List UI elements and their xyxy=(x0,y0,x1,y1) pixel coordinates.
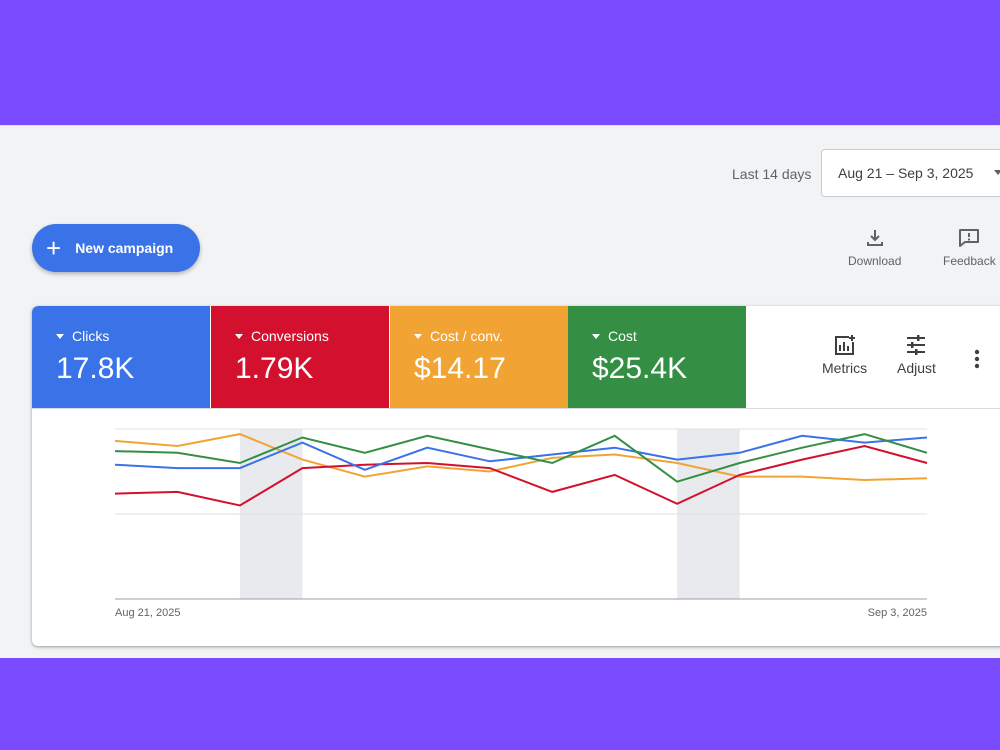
feedback-label: Feedback xyxy=(943,254,996,268)
dropdown-arrow-icon xyxy=(56,333,64,339)
series-line-conversions xyxy=(114,444,928,507)
tune-icon xyxy=(907,335,926,355)
date-range-picker[interactable]: Aug 21 – Sep 3, 2025 xyxy=(821,149,1000,197)
metric-value: $25.4K xyxy=(592,352,688,385)
campaigns-page: Last 14 days Aug 21 – Sep 3, 2025 + New … xyxy=(0,125,1000,658)
series-line-clicks xyxy=(114,434,928,471)
download-button[interactable]: Download xyxy=(848,228,901,268)
performance-card: Clicks 17.8K Conversions 1.79K Cost / co… xyxy=(32,306,1000,646)
dropdown-arrow-icon xyxy=(414,333,422,339)
performance-line-chart: Aug 21, 2025 Sep 3, 2025 xyxy=(114,428,928,619)
x-axis-end-label: Sep 3, 2025 xyxy=(868,607,927,619)
metric-name: Conversions xyxy=(251,328,329,344)
adjust-label: Adjust xyxy=(897,360,936,376)
metric-tile-clicks[interactable]: Clicks 17.8K xyxy=(32,306,210,408)
chevron-down-icon xyxy=(994,170,1000,175)
dropdown-arrow-icon xyxy=(235,333,243,339)
metric-value: 17.8K xyxy=(56,352,135,385)
metric-tile-cost-per-conv[interactable]: Cost / conv. $14.17 xyxy=(390,306,568,408)
metrics-button[interactable]: Metrics xyxy=(822,334,867,376)
metric-tile-conversions[interactable]: Conversions 1.79K xyxy=(211,306,389,408)
metric-value: 1.79K xyxy=(235,352,314,385)
date-range-value: Aug 21 – Sep 3, 2025 xyxy=(838,165,974,181)
chart-metrics-icon xyxy=(834,335,855,355)
metric-value: $14.17 xyxy=(414,352,506,385)
metrics-label: Metrics xyxy=(822,360,868,376)
metric-name: Clicks xyxy=(72,328,110,344)
series-line-cost xyxy=(114,433,928,483)
series-line-cost-per-conv xyxy=(114,433,928,482)
metric-tile-cost[interactable]: Cost $25.4K xyxy=(568,306,746,408)
new-campaign-button[interactable]: + New campaign xyxy=(32,224,200,272)
new-campaign-label: New campaign xyxy=(75,240,174,256)
card-divider xyxy=(32,408,1000,409)
download-label: Download xyxy=(848,254,902,268)
x-axis-start-label: Aug 21, 2025 xyxy=(115,607,180,619)
more-vert-icon xyxy=(974,349,980,369)
feedback-button[interactable]: Feedback xyxy=(943,228,996,268)
more-options-button[interactable] xyxy=(972,348,982,375)
metric-name: Cost xyxy=(608,328,637,344)
feedback-icon xyxy=(959,229,980,247)
dropdown-arrow-icon xyxy=(592,333,600,339)
download-icon xyxy=(866,230,883,246)
adjust-button[interactable]: Adjust xyxy=(897,334,936,376)
date-range-label: Last 14 days xyxy=(732,166,812,182)
plus-icon: + xyxy=(46,233,62,263)
metric-name: Cost / conv. xyxy=(430,328,503,344)
